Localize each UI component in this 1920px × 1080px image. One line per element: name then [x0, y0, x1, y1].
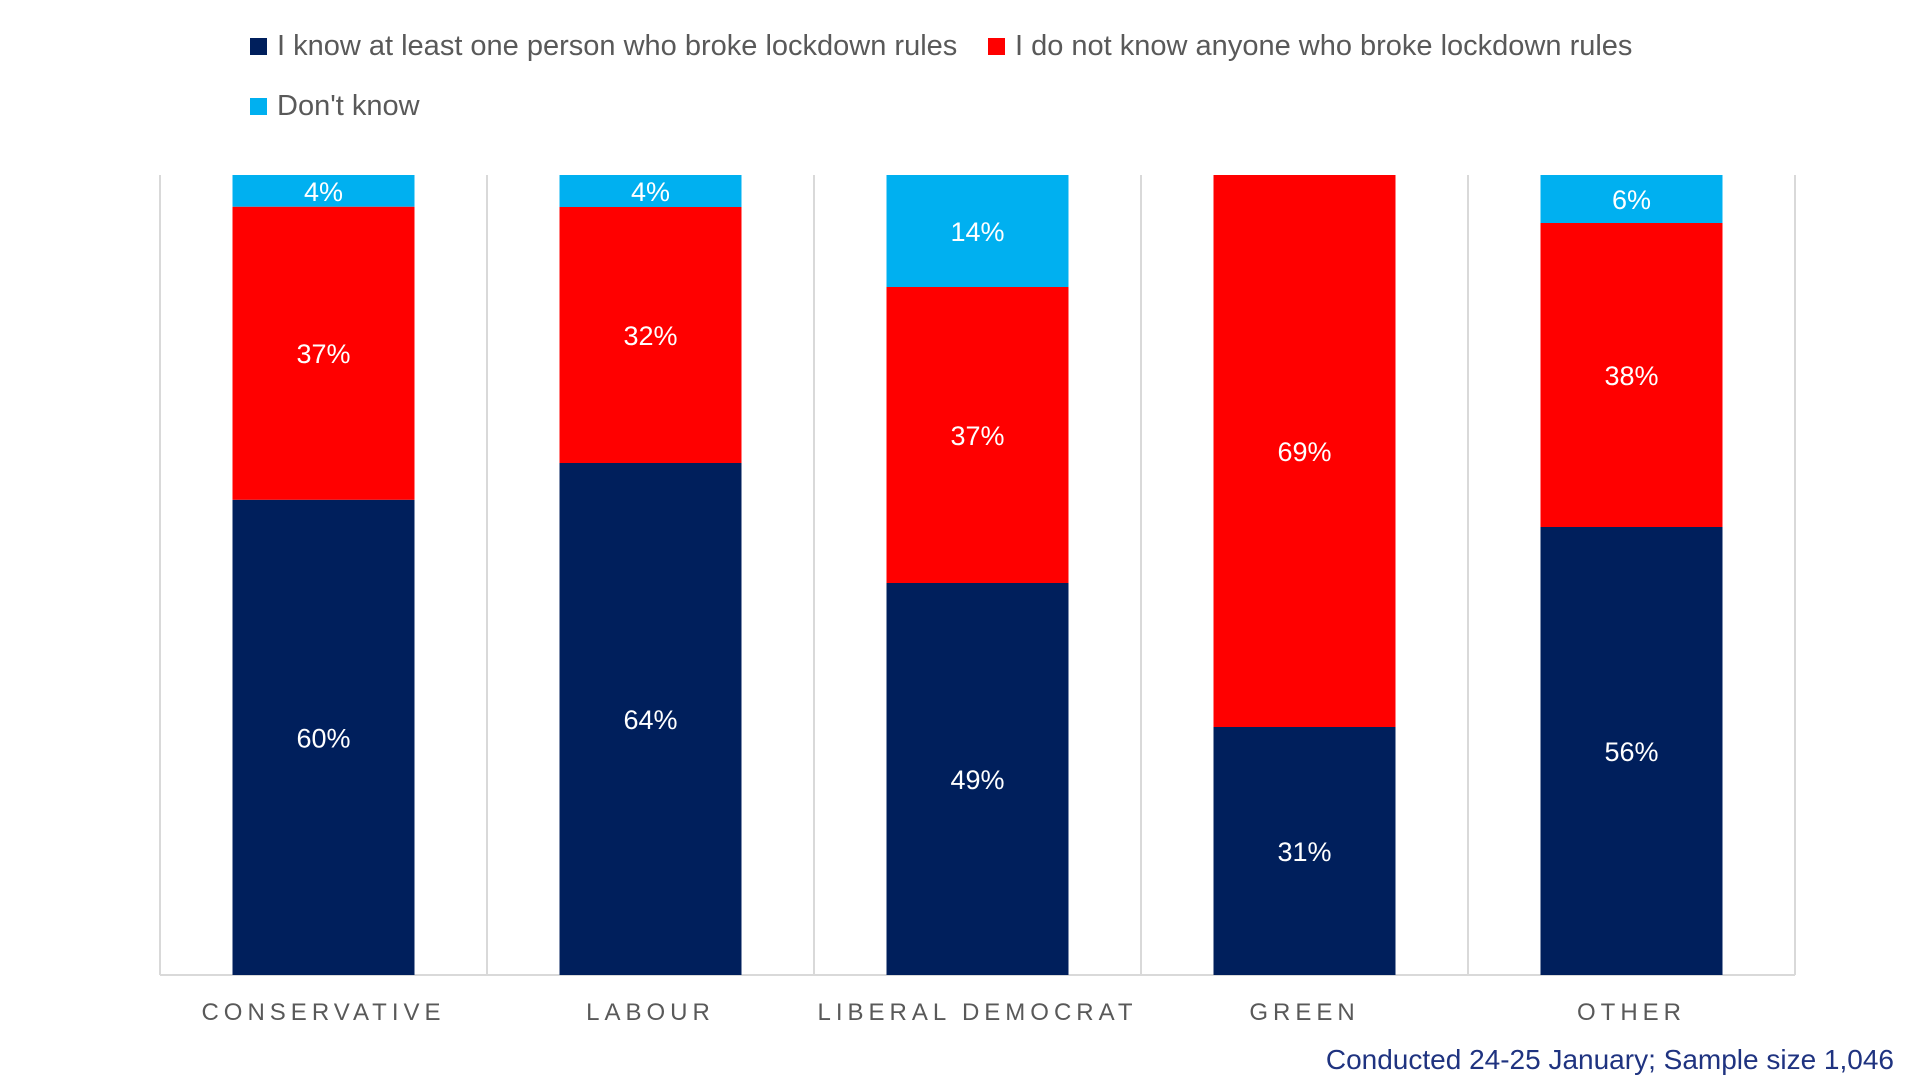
legend-swatch-dont-know-anyone	[988, 38, 1005, 55]
bar-segment-know	[559, 463, 742, 975]
data-label-dontknowanyone: 37%	[950, 421, 1004, 451]
bar-segment-dk	[559, 175, 742, 207]
data-label-know: 60%	[296, 723, 350, 753]
data-label-know: 56%	[1604, 737, 1658, 767]
legend-label-dk: Don't know	[277, 90, 420, 122]
legend-label-dont-know-anyone: I do not know anyone who broke lockdown …	[1015, 30, 1633, 62]
data-label-dk: 4%	[304, 177, 343, 207]
bar-segment-know	[232, 499, 415, 975]
bar-segment-dontknowanyone	[1213, 175, 1396, 727]
data-label-know: 49%	[950, 765, 1004, 795]
category-label: LABOUR	[586, 999, 715, 1026]
bar-segment-dk	[1540, 175, 1723, 223]
data-label-dontknowanyone: 32%	[623, 321, 677, 351]
data-label-know: 64%	[623, 705, 677, 735]
legend-swatch-know	[250, 38, 267, 55]
data-label-dontknowanyone: 69%	[1277, 437, 1331, 467]
data-label-dk: 14%	[950, 217, 1004, 247]
legend-swatch-dk	[250, 98, 267, 115]
data-label-dk: 6%	[1612, 185, 1651, 215]
legend-item-know: I know at least one person who broke loc…	[250, 30, 957, 63]
bar-segment-know	[886, 583, 1069, 975]
data-label-know: 31%	[1277, 837, 1331, 867]
bar-segment-dontknowanyone	[232, 206, 415, 500]
category-label: GREEN	[1249, 999, 1359, 1026]
data-label-dontknowanyone: 37%	[296, 339, 350, 369]
legend-item-dk: Don't know	[250, 90, 420, 123]
legend-item-dont-know-anyone: I do not know anyone who broke lockdown …	[988, 30, 1632, 63]
bar-segment-dontknowanyone	[1540, 223, 1723, 527]
data-label-dontknowanyone: 38%	[1604, 361, 1658, 391]
bar-segment-dk	[886, 175, 1069, 287]
category-label: LIBERAL DEMOCRAT	[817, 999, 1137, 1026]
bar-segment-dontknowanyone	[886, 287, 1069, 583]
category-label: CONSERVATIVE	[201, 999, 445, 1026]
bar-segment-dk	[232, 175, 415, 207]
bar-segment-know	[1213, 727, 1396, 975]
bar-segment-dontknowanyone	[559, 207, 742, 463]
legend-label-know: I know at least one person who broke loc…	[277, 30, 958, 62]
bar-segment-know	[1540, 527, 1723, 975]
category-label: OTHER	[1577, 999, 1686, 1026]
data-label-dk: 4%	[631, 177, 670, 207]
footnote: Conducted 24-25 January; Sample size 1,0…	[1325, 1044, 1894, 1075]
